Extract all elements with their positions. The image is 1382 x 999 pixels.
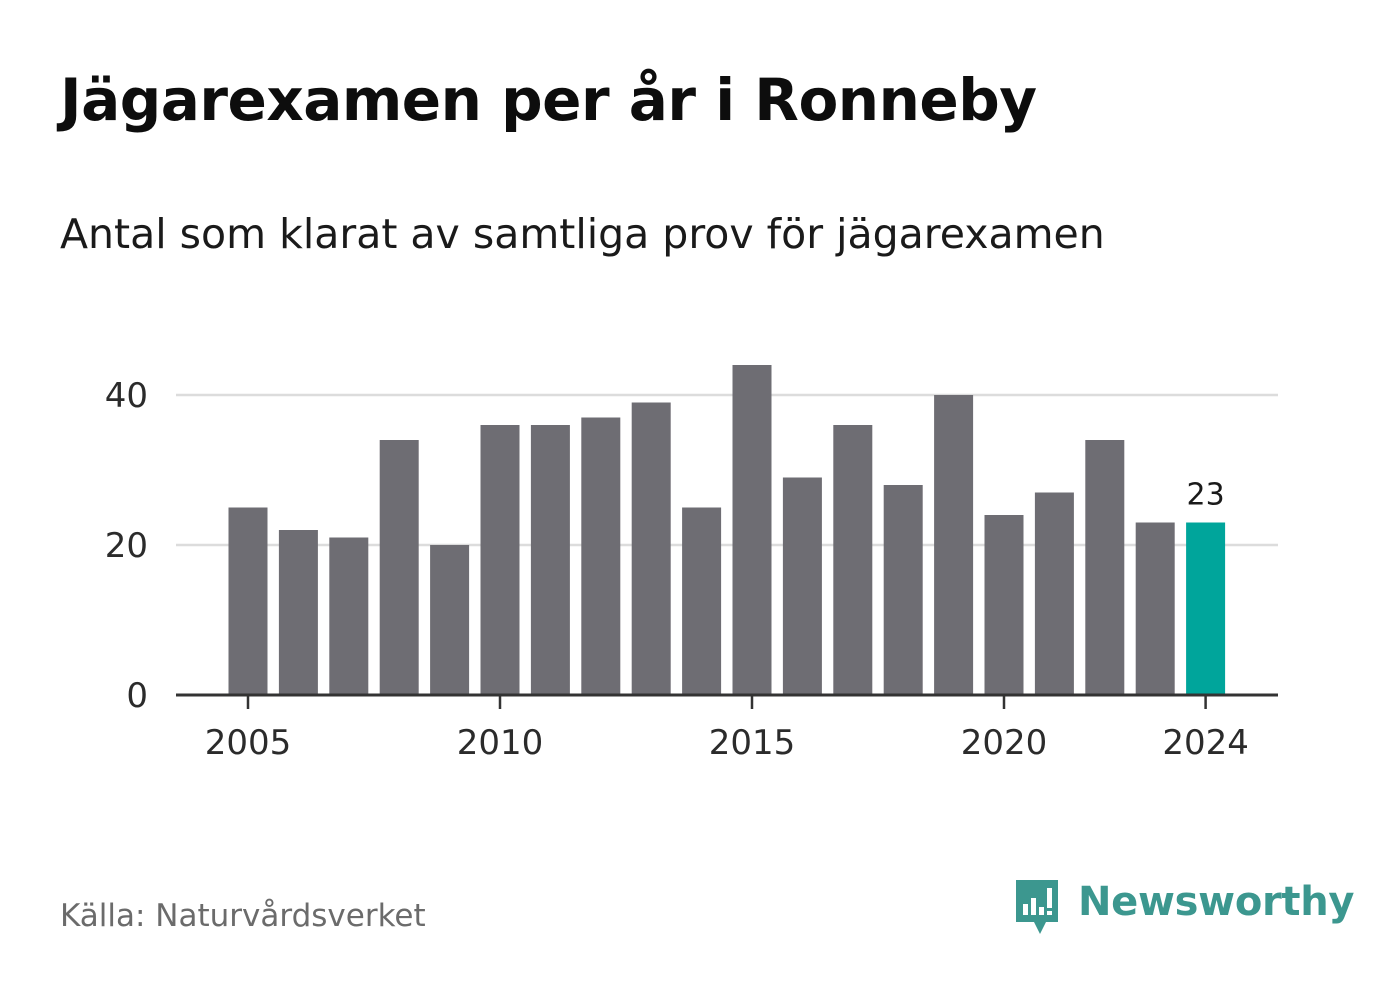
y-tick-label: 40 [105,376,148,416]
bar-2005 [228,507,268,695]
bar-2006 [278,530,318,695]
x-axis-tick-labels: 2005 2010 2015 2020 2024 [205,723,1249,763]
bar-2012 [581,417,621,695]
chart-title: Jägarexamen per år i Ronneby [60,66,1037,134]
x-tick-label: 2010 [457,723,544,763]
bar-2023 [1135,522,1175,695]
bars [228,365,1226,695]
bar-2016 [782,477,822,695]
bar-2017 [833,425,873,695]
x-tick-label: 2024 [1162,723,1249,763]
y-axis-tick-labels: 0 20 40 [105,376,148,716]
chart-subtitle: Antal som klarat av samtliga prov för jä… [60,210,1105,258]
bar-2011 [530,425,570,695]
y-tick-label: 0 [126,676,148,716]
bar-2021 [1034,492,1074,695]
bar-2022 [1085,440,1125,695]
bar-2014 [682,507,722,695]
bar-2020 [984,515,1024,695]
bar-2008 [379,440,419,695]
source-note: Källa: Naturvårdsverket [60,898,426,934]
bar-2009 [430,545,470,695]
x-tick-label: 2015 [709,723,796,763]
bar-2019 [934,395,974,695]
brand: Newsworthy [1012,876,1355,940]
data-label-2024: 23 [1187,478,1225,513]
data-labels: 23 [1187,478,1225,513]
bar-2013 [631,402,671,695]
newsworthy-logo-icon [1016,880,1058,934]
x-tick-label: 2020 [961,723,1048,763]
bar-2015 [732,365,772,695]
x-axis [176,693,1278,709]
bar-2007 [329,537,369,695]
bar-2018 [883,485,923,695]
y-tick-label: 20 [105,526,148,566]
bar-2010 [480,425,520,695]
brand-name: Newsworthy [1078,879,1355,925]
x-tick-label: 2005 [205,723,292,763]
bar-2024 [1186,522,1226,695]
